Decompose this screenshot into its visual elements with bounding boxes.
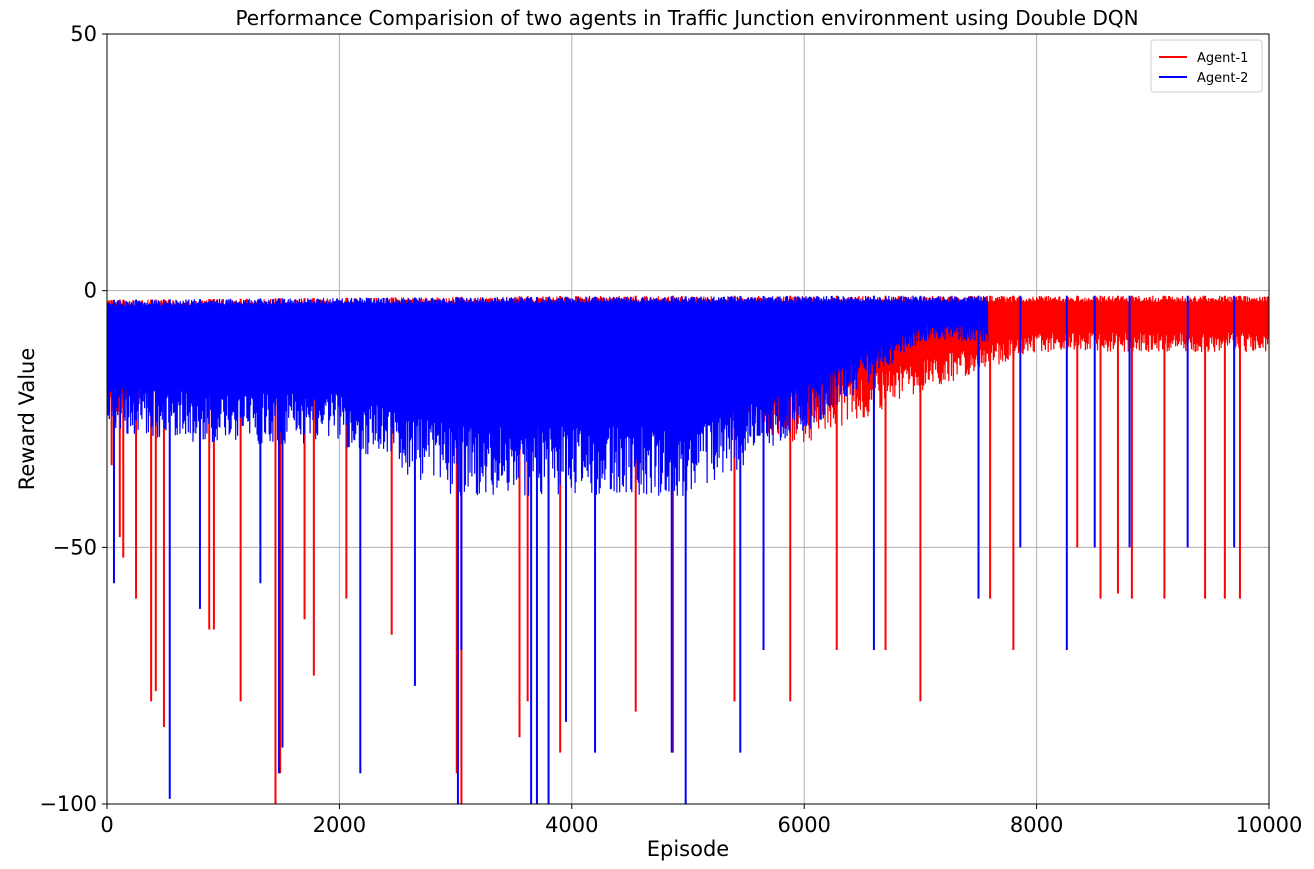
y-axis-label: Reward Value <box>15 348 39 491</box>
series-agent-2 <box>107 295 1236 804</box>
x-tick-label: 8000 <box>1010 813 1063 837</box>
x-tick-label: 2000 <box>313 813 366 837</box>
x-tick-label: 10000 <box>1236 813 1303 837</box>
y-tick-label: 0 <box>84 279 97 303</box>
x-axis-label: Episode <box>647 837 729 861</box>
y-tick-label: 50 <box>70 22 97 46</box>
y-tick-label: −50 <box>53 535 97 559</box>
legend: Agent-1 Agent-2 <box>1150 39 1263 93</box>
axis-ticks: 0 2000 4000 6000 8000 10000 −100 −50 0 50 <box>39 22 1302 837</box>
x-tick-label: 4000 <box>545 813 598 837</box>
x-tick-label: 0 <box>100 813 113 837</box>
legend-box <box>1150 39 1263 93</box>
legend-label-agent-2: Agent-2 <box>1197 71 1248 86</box>
legend-label-agent-1: Agent-1 <box>1197 51 1248 66</box>
y-tick-label: −100 <box>39 792 97 816</box>
plot-frame <box>106 33 1270 805</box>
series-layer <box>107 295 1269 804</box>
x-tick-label: 6000 <box>777 813 830 837</box>
chart-title: Performance Comparision of two agents in… <box>235 6 1138 30</box>
series-trace-2 <box>107 295 989 496</box>
